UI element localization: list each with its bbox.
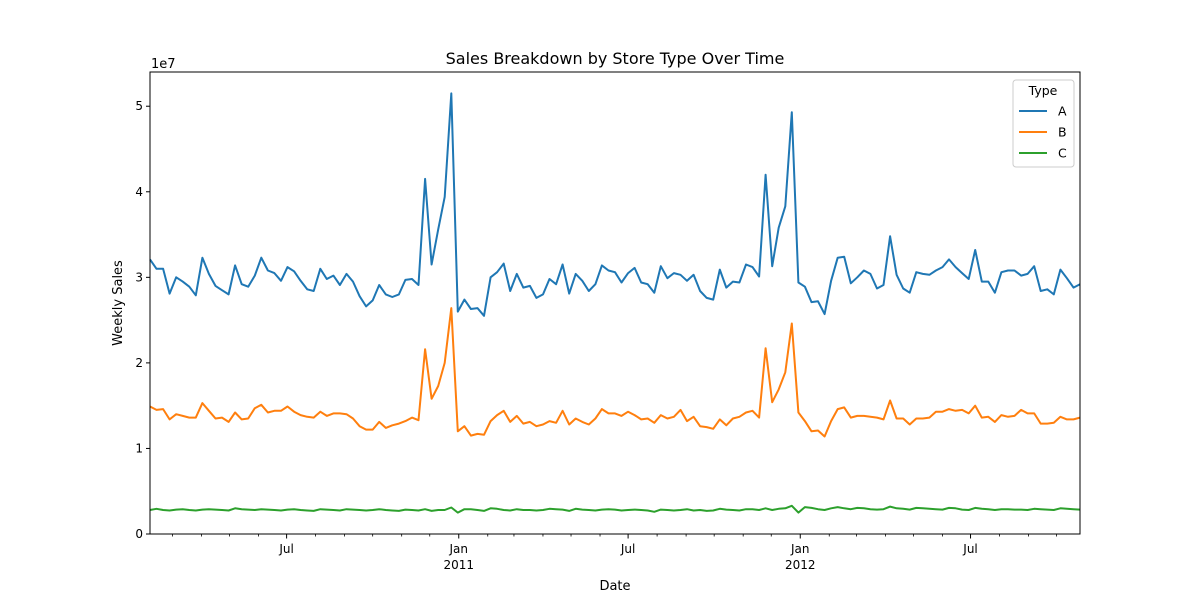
x-axis-label: Date xyxy=(599,579,630,594)
plot-frame xyxy=(149,71,1081,535)
x-tick-label: Jul xyxy=(278,542,293,556)
x-tick-label: Jan xyxy=(790,542,810,556)
x-tick-year-label: 2012 xyxy=(785,558,816,572)
y-tick-label: 4 xyxy=(135,185,143,199)
y-tick-label: 1 xyxy=(135,441,143,455)
legend-box xyxy=(1012,79,1075,168)
x-tick-year-label: 2011 xyxy=(443,558,474,572)
x-tick-label: Jul xyxy=(962,542,977,556)
y-tick-label: 0 xyxy=(135,527,143,541)
y-tick-label: 5 xyxy=(135,99,143,113)
x-tick-label: Jan xyxy=(449,542,469,556)
series-line-a xyxy=(149,92,1081,317)
legend-label-b: B xyxy=(1058,125,1067,140)
legend-label-a: A xyxy=(1058,104,1067,119)
legend-items: ABC xyxy=(1019,104,1067,161)
y-tick-label: 3 xyxy=(135,270,143,284)
legend-title: Type xyxy=(1028,83,1058,98)
chart-title: Sales Breakdown by Store Type Over Time xyxy=(446,49,785,68)
series-layer xyxy=(149,92,1081,514)
legend-label-c: C xyxy=(1058,146,1067,161)
x-axis: Jul Jan 2011 Jul Jan 2012 Jul xyxy=(172,534,1058,572)
y-axis: 0 1 2 3 4 5 xyxy=(135,99,150,541)
series-line-b xyxy=(149,307,1081,438)
y-scale-label: 1e7 xyxy=(151,57,176,72)
y-axis-label: Weekly Sales xyxy=(111,260,126,346)
legend: Type ABC xyxy=(1012,79,1075,168)
plot-area xyxy=(149,71,1081,535)
x-tick-label: Jul xyxy=(620,542,635,556)
y-tick-label: 2 xyxy=(135,356,143,370)
series-line-c xyxy=(149,504,1081,514)
